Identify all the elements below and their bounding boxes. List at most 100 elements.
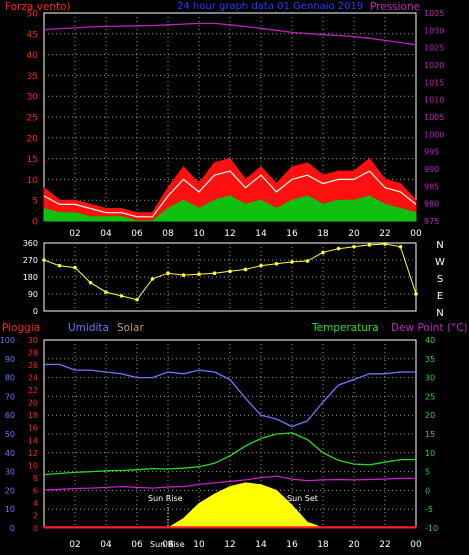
rain-tick-label: 26 bbox=[28, 361, 38, 370]
rain-tick-label: 22 bbox=[28, 386, 38, 395]
rain-tick-label: 6 bbox=[33, 486, 38, 495]
temperature-tick-label: 30 bbox=[425, 374, 435, 383]
humidity-axis-label: Umidita bbox=[68, 322, 109, 334]
x-tick-label-bottom: 08 bbox=[162, 540, 174, 550]
direction-tick-label: 0 bbox=[33, 307, 38, 316]
wind-tick-label: 45 bbox=[27, 30, 38, 40]
humidity-line bbox=[44, 363, 416, 428]
x-tick-label-bottom: 06 bbox=[131, 540, 143, 550]
humidity-tick-label: 20 bbox=[5, 486, 15, 495]
x-tick-label-bottom: 22 bbox=[379, 540, 390, 550]
pressure-tick-label: 1020 bbox=[424, 61, 444, 70]
temperature-tick-label: 10 bbox=[425, 449, 435, 458]
dewpoint-axis-label: Dew Point (°C) bbox=[391, 322, 468, 334]
wind-tick-label: 25 bbox=[27, 114, 38, 124]
pressure-tick-label: 985 bbox=[424, 182, 439, 191]
direction-tick-label: 90 bbox=[28, 290, 38, 299]
humidity-tick-label: 30 bbox=[5, 468, 15, 477]
pressure-axis-label: Pressione bbox=[370, 1, 420, 13]
humidity-tick-label: 0 bbox=[10, 524, 15, 533]
wind-tick-label: 0 bbox=[32, 218, 38, 228]
temperature-tick-label: 5 bbox=[425, 468, 430, 477]
rain-tick-label: 8 bbox=[33, 474, 38, 483]
rain-tick-label: 2 bbox=[33, 511, 38, 520]
x-tick-label-bottom: 10 bbox=[193, 540, 205, 550]
rain-tick-label: 24 bbox=[28, 374, 38, 383]
humidity-tick-label: 80 bbox=[5, 374, 15, 383]
direction-tick-label: 270 bbox=[23, 256, 38, 265]
rain-tick-label: 28 bbox=[28, 349, 38, 358]
temperature-tick-label: 15 bbox=[425, 430, 435, 439]
rain-axis-label: Pioggia bbox=[2, 322, 40, 334]
x-tick-label-top: 00 bbox=[410, 229, 422, 239]
pressure-tick-label: 990 bbox=[424, 165, 439, 174]
x-tick-label-top: 08 bbox=[162, 229, 174, 239]
wind-tick-label: 15 bbox=[27, 155, 38, 165]
x-tick-label-top: 04 bbox=[100, 229, 112, 239]
direction-trace bbox=[43, 243, 417, 301]
humidity-tick-label: 40 bbox=[5, 449, 15, 458]
wind-tick-label: 50 bbox=[27, 10, 39, 20]
wind-tick-label: 40 bbox=[27, 51, 39, 61]
rain-tick-label: 12 bbox=[28, 449, 38, 458]
temperature-tick-label: -10 bbox=[425, 524, 438, 533]
x-tick-label-top: 14 bbox=[255, 229, 267, 239]
x-tick-label-top: 22 bbox=[379, 229, 390, 239]
temperature-tick-label: 35 bbox=[425, 355, 435, 364]
x-tick-label-bottom: 18 bbox=[317, 540, 329, 550]
solar-axis-label: Solar bbox=[117, 322, 144, 334]
x-tick-label-bottom: 04 bbox=[100, 540, 112, 550]
temperature-axis-label: Temperatura bbox=[311, 322, 379, 334]
rain-tick-label: 4 bbox=[33, 499, 38, 508]
x-tick-label-top: 12 bbox=[224, 229, 235, 239]
wind-average-area bbox=[43, 195, 417, 222]
humidity-tick-label: 100 bbox=[0, 336, 15, 345]
pressure-tick-label: 975 bbox=[424, 217, 439, 226]
wind-axis-label: Forza vento) bbox=[5, 1, 71, 13]
pressure-tick-label: 1000 bbox=[424, 130, 444, 139]
pressure-tick-label: 995 bbox=[424, 148, 439, 157]
rain-tick-label: 0 bbox=[33, 524, 38, 533]
x-tick-label-top: 02 bbox=[69, 229, 80, 239]
pressure-tick-label: 980 bbox=[424, 200, 439, 209]
x-tick-label-bottom: 20 bbox=[348, 540, 360, 550]
rain-tick-label: 18 bbox=[28, 411, 38, 420]
solar-area bbox=[44, 482, 416, 529]
rain-tick-label: 30 bbox=[28, 336, 38, 345]
temperature-tick-label: 25 bbox=[425, 392, 435, 401]
temperature-tick-label: 0 bbox=[425, 486, 430, 495]
noon-annotation: Sun Rise bbox=[150, 540, 185, 549]
pressure-tick-label: 1030 bbox=[424, 26, 444, 35]
temperature-line bbox=[43, 432, 416, 476]
x-tick-label-bottom: 02 bbox=[69, 540, 80, 550]
compass-label: E bbox=[437, 291, 443, 302]
x-tick-label-top: 18 bbox=[317, 229, 329, 239]
rain-tick-label: 16 bbox=[28, 424, 38, 433]
temperature-tick-label: 20 bbox=[425, 411, 435, 420]
wind-speed-line bbox=[43, 170, 417, 218]
compass-label: W bbox=[435, 257, 445, 268]
humidity-tick-label: 50 bbox=[5, 430, 15, 439]
wind-tick-label: 30 bbox=[27, 93, 39, 103]
direction-tick-label: 180 bbox=[23, 273, 38, 282]
x-tick-label-top: 16 bbox=[286, 229, 298, 239]
pressure-tick-label: 1035 bbox=[424, 9, 444, 18]
temperature-tick-label: -5 bbox=[425, 505, 433, 514]
wind-pressure-panel: 0510152025303540455097598098599099510001… bbox=[27, 9, 445, 228]
wind-tick-label: 35 bbox=[27, 72, 38, 82]
wind-tick-label: 5 bbox=[32, 197, 38, 207]
x-tick-label-top: 06 bbox=[131, 229, 143, 239]
x-tick-label-top: 20 bbox=[348, 229, 360, 239]
humidity-tick-label: 60 bbox=[5, 411, 15, 420]
sunrise-annotation: Sun Rise bbox=[148, 494, 183, 503]
pressure-tick-label: 1010 bbox=[424, 96, 444, 105]
compass-label: S bbox=[437, 274, 443, 285]
x-tick-label-top: 10 bbox=[193, 229, 205, 239]
rain-area bbox=[43, 526, 417, 529]
humidity-tick-label: 10 bbox=[5, 505, 15, 514]
compass-label: N bbox=[436, 308, 443, 319]
pressure-tick-label: 1025 bbox=[424, 44, 444, 53]
x-tick-label-bottom: 16 bbox=[286, 540, 298, 550]
